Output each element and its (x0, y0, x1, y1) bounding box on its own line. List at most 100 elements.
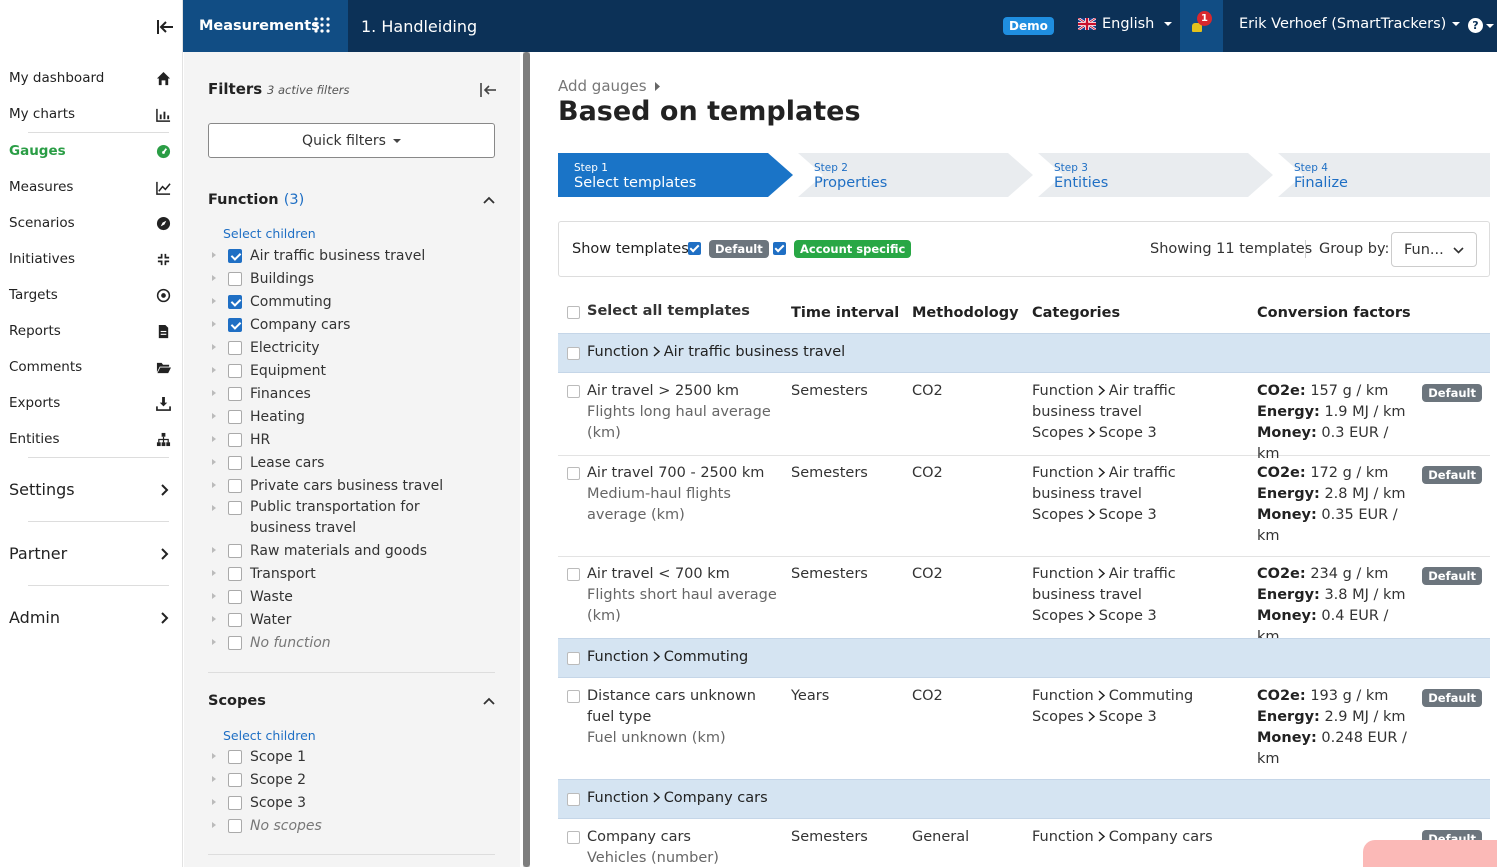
step-3-label[interactable]: Entities (1054, 175, 1109, 191)
group-row[interactable]: Function Air traffic business travel (558, 333, 1490, 373)
filter-item-scope-2[interactable]: Scope 2 (212, 768, 502, 791)
sidebar-item-entities[interactable]: Entities (0, 421, 183, 457)
select-all-checkbox[interactable] (567, 306, 580, 319)
step-2-label[interactable]: Properties (814, 175, 888, 191)
sidebar-item-my-dashboard[interactable]: My dashboard (0, 60, 183, 96)
checkbox[interactable] (228, 749, 242, 764)
group-checkbox[interactable] (567, 652, 580, 665)
sidebar-item-measures[interactable]: Measures (0, 169, 183, 205)
table-row[interactable]: Air travel 700 - 2500 km Medium-haul flig… (558, 456, 1490, 557)
apps-grid-icon[interactable] (314, 17, 330, 33)
filter-item-raw-materials[interactable]: Raw materials and goods (212, 539, 502, 562)
row-checkbox[interactable] (567, 690, 580, 703)
sidebar-item-targets[interactable]: Targets (0, 277, 183, 313)
row-checkbox[interactable] (567, 831, 580, 844)
sidebar-item-my-charts[interactable]: My charts (0, 96, 183, 132)
filter-item-no-function[interactable]: No function (212, 631, 502, 654)
breadcrumb[interactable]: Add gauges (558, 77, 661, 95)
checkbox[interactable] (228, 478, 242, 493)
checkbox[interactable] (228, 340, 242, 355)
filter-item-heating[interactable]: Heating (212, 405, 502, 428)
checkbox[interactable] (228, 543, 242, 558)
table-row[interactable]: Distance cars unknown fuel type Fuel unkn… (558, 679, 1490, 780)
group-checkbox[interactable] (567, 793, 580, 806)
checkbox[interactable] (228, 795, 242, 810)
row-checkbox[interactable] (567, 467, 580, 480)
current-page-name[interactable]: 1. Handleiding (361, 17, 478, 36)
chevron-up-icon[interactable] (483, 697, 495, 705)
checkbox[interactable] (228, 432, 242, 447)
checkbox[interactable] (228, 772, 242, 787)
sidebar-group-settings[interactable]: Settings (0, 458, 183, 521)
filter-item-hr[interactable]: HR (212, 428, 502, 451)
row-checkbox[interactable] (567, 568, 580, 581)
collapse-sidebar-icon[interactable] (156, 18, 174, 36)
sidebar-group-partner[interactable]: Partner (0, 522, 183, 585)
checkbox[interactable] (228, 271, 242, 286)
checkbox[interactable] (228, 589, 242, 604)
sidebar-item-scenarios[interactable]: Scenarios (0, 205, 183, 241)
checkbox[interactable] (228, 635, 242, 650)
checkbox[interactable] (228, 455, 242, 470)
show-account-specific-checkbox[interactable] (773, 242, 786, 255)
filter-item-air-traffic[interactable]: Air traffic business travel (212, 244, 502, 267)
header-select-all[interactable]: Select all templates (587, 303, 750, 319)
chevron-up-icon[interactable] (483, 196, 495, 204)
checkbox[interactable] (228, 363, 242, 378)
filter-item-scope-3[interactable]: Scope 3 (212, 791, 502, 814)
checkbox[interactable] (228, 386, 242, 401)
filter-item-finances[interactable]: Finances (212, 382, 502, 405)
filter-item-private-cars[interactable]: Private cars business travel (212, 474, 502, 497)
notifications-button[interactable]: 1 (1180, 0, 1223, 52)
filter-item-commuting[interactable]: Commuting (212, 290, 502, 313)
table-row[interactable]: Company cars Vehicles (number) Semesters … (558, 820, 1490, 867)
filter-item-buildings[interactable]: Buildings (212, 267, 502, 290)
checkbox[interactable] (228, 409, 242, 424)
group-by-select[interactable]: Fun... (1391, 232, 1477, 267)
checkbox[interactable] (228, 294, 242, 309)
checkbox[interactable] (228, 612, 242, 627)
feedback-widget[interactable] (1363, 840, 1497, 867)
function-filter-header[interactable]: Function (3) (208, 192, 495, 208)
show-default-checkbox[interactable] (688, 242, 701, 255)
function-select-children-link[interactable]: Select children (223, 226, 316, 241)
filter-item-public-transport[interactable]: Public transportation for business trave… (212, 497, 472, 539)
help-icon[interactable]: ? (1468, 18, 1483, 33)
checkbox[interactable] (228, 317, 242, 332)
sidebar-item-exports[interactable]: Exports (0, 385, 183, 421)
quick-filters-dropdown[interactable]: Quick filters (208, 123, 495, 158)
collapse-filters-icon[interactable] (479, 82, 497, 98)
group-row[interactable]: Function Company cars (558, 779, 1490, 819)
filter-item-electricity[interactable]: Electricity (212, 336, 502, 359)
filter-item-company-cars[interactable]: Company cars (212, 313, 502, 336)
scrollbar-thumb[interactable] (523, 52, 530, 867)
checkbox[interactable] (228, 501, 242, 515)
sidebar-group-admin[interactable]: Admin (0, 586, 183, 649)
row-checkbox[interactable] (567, 385, 580, 398)
filter-item-no-scopes[interactable]: No scopes (212, 814, 502, 837)
table-row[interactable]: Air travel < 700 km Flights short haul av… (558, 557, 1490, 645)
filter-item-water[interactable]: Water (212, 608, 502, 631)
sidebar-item-comments[interactable]: Comments (0, 349, 183, 385)
sidebar-item-gauges[interactable]: Gauges (0, 133, 183, 169)
sidebar-item-initiatives[interactable]: Initiatives (0, 241, 183, 277)
filter-item-equipment[interactable]: Equipment (212, 359, 502, 382)
sidebar-item-reports[interactable]: Reports (0, 313, 183, 349)
checkbox[interactable] (228, 818, 242, 833)
scopes-filter-header[interactable]: Scopes (208, 693, 495, 709)
table-row[interactable]: Air travel > 2500 km Flights long haul av… (558, 374, 1490, 462)
checkbox[interactable] (228, 248, 242, 263)
step-4-label[interactable]: Finalize (1294, 175, 1348, 191)
checkbox[interactable] (228, 566, 242, 581)
step-1-label[interactable]: Select templates (574, 175, 697, 191)
filters-scrollbar[interactable] (523, 52, 530, 867)
filter-item-waste[interactable]: Waste (212, 585, 502, 608)
filter-item-lease-cars[interactable]: Lease cars (212, 451, 502, 474)
filter-item-transport[interactable]: Transport (212, 562, 502, 585)
scopes-select-children-link[interactable]: Select children (223, 728, 316, 743)
group-row[interactable]: Function Commuting (558, 638, 1490, 678)
app-switcher[interactable]: Measurements (183, 0, 348, 52)
language-dropdown[interactable]: English (1078, 16, 1173, 32)
filter-item-scope-1[interactable]: Scope 1 (212, 745, 502, 768)
user-menu[interactable]: Erik Verhoef (SmartTrackers) (1239, 16, 1461, 32)
